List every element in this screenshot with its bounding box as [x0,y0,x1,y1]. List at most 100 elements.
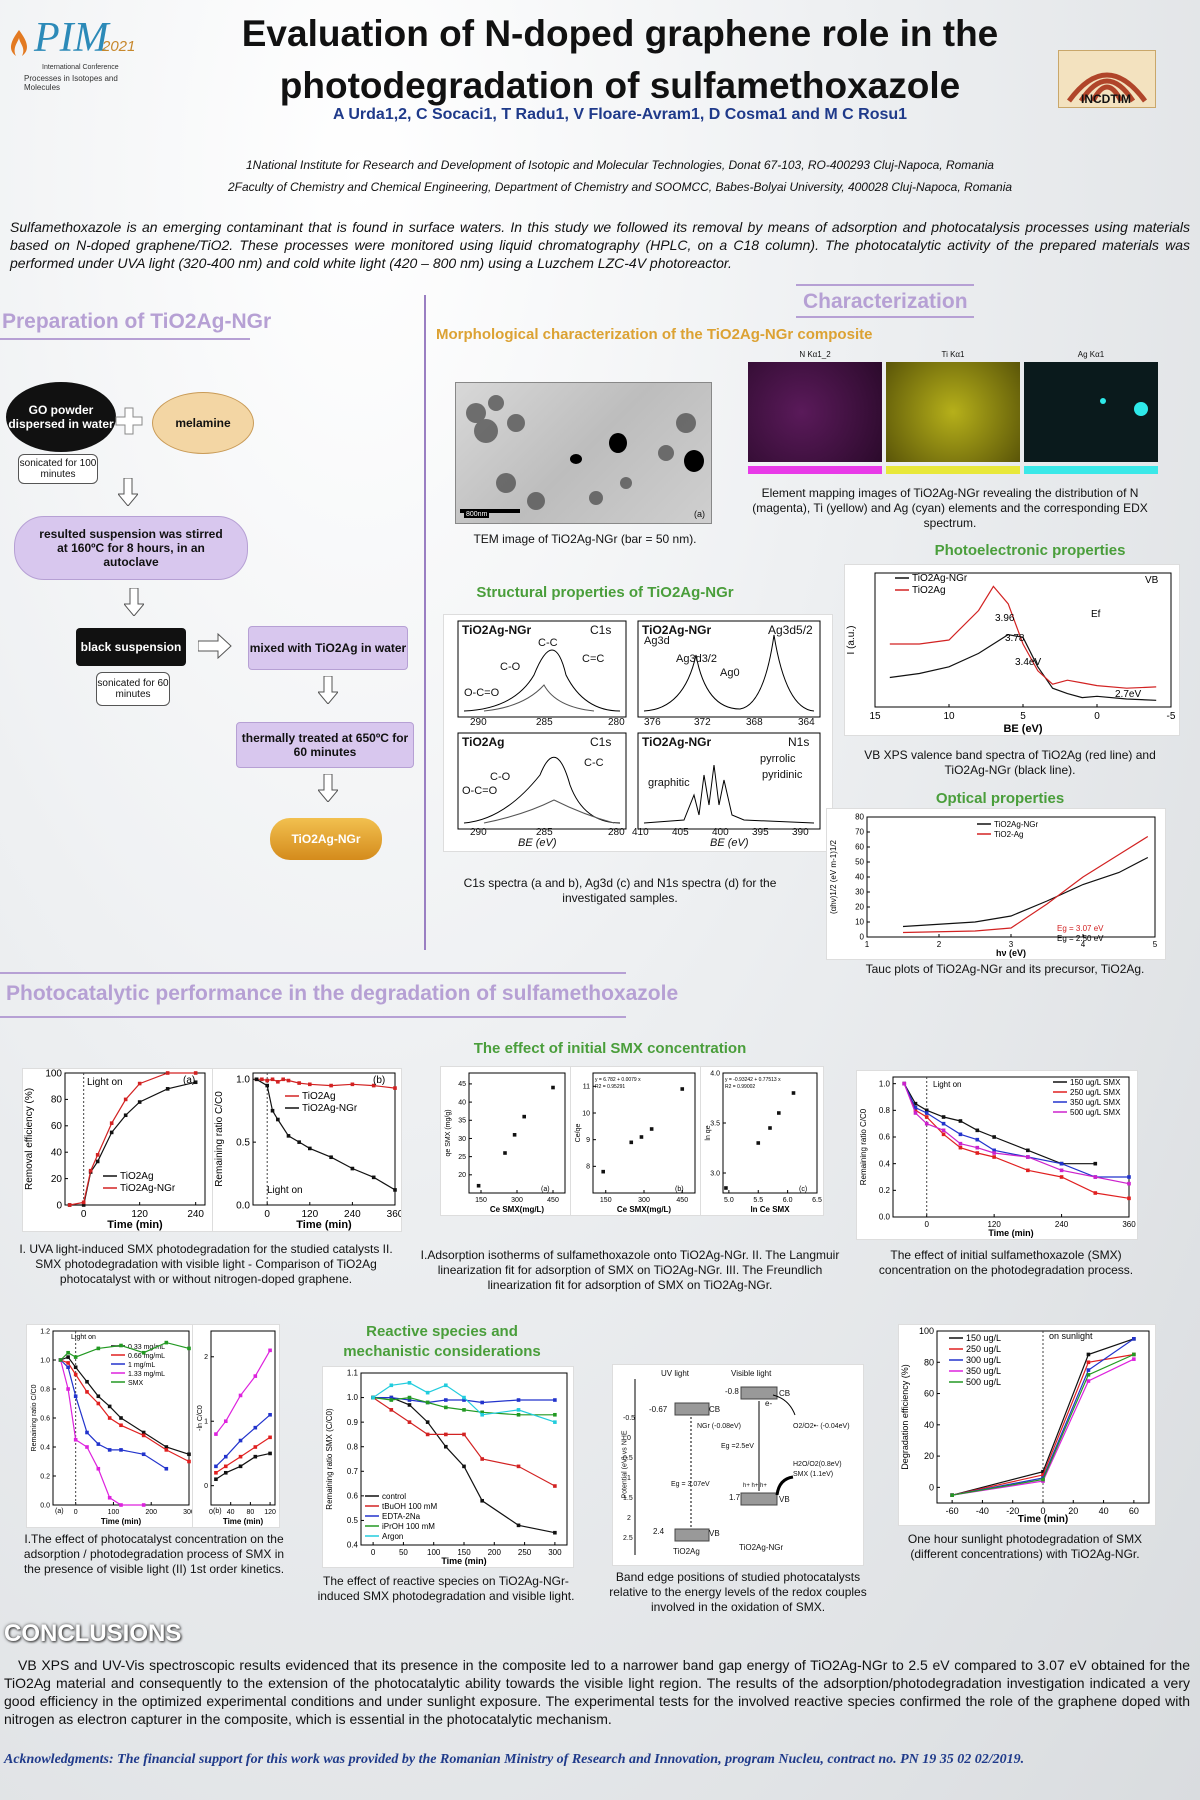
x-tick-label: 0 [264,1209,270,1220]
logo-left-line1: International Conference [42,64,119,71]
series-line [60,1356,190,1455]
data-point [119,1423,123,1428]
data-point [276,1117,280,1122]
structural-heading: Structural properties of TiO2Ag-NGr [476,584,734,601]
series-line [951,1338,1135,1496]
x-axis-label: Ce SMX(mg/L) [617,1205,672,1214]
data-point [265,1078,269,1083]
xps-svg [457,620,821,830]
logo-left-flame-icon [6,28,32,58]
y-tick-label: 0.5 [236,1137,250,1148]
series-line [951,1353,1135,1496]
data-point [941,1128,946,1133]
affiliation-2: 2Faculty of Chemistry and Chemical Engin… [227,180,1013,194]
x-tick-label: 40 [1099,1506,1109,1516]
xps-a-title: TiO2Ag-NGr [462,623,532,637]
data-point [371,1395,375,1400]
plot-frame [722,1072,818,1194]
data-point [137,1100,142,1104]
x-tick-label: 6.0 [783,1197,793,1204]
x-tick-label: 4 [1081,940,1086,949]
data-point [1093,1191,1098,1195]
suspension-stirred-node: resulted suspension was stirred at 160ºC… [14,516,248,580]
band-vb1-val: 2.4 [653,1527,665,1536]
data-point [476,1183,481,1188]
x-tick-label: 120 [987,1220,1001,1229]
data-point [553,1398,557,1402]
xps-a-tick: 290 [470,717,487,728]
y-tick-label: 0.4 [879,1159,891,1168]
data-point [119,1448,123,1452]
y-tick-label: 0 [929,1482,934,1492]
xps-b-title: TiO2Ag [462,735,505,749]
data-point [371,1083,376,1088]
y-tick-label: 0.7 [347,1467,359,1476]
data-point [265,1083,269,1088]
x-tick-label: -20 [1006,1506,1019,1516]
data-point [1086,1379,1091,1383]
legend-label: 500 ug/L [966,1377,1001,1387]
xps-a-label: O-C=O [464,687,500,699]
title-line2: photodegradation of sulfamethoxazole [279,65,961,106]
band-ngr: NGr (-0.08eV) [697,1423,741,1430]
data-point [187,1459,191,1464]
band-ytick: 1.5 [623,1495,633,1502]
y-tick-label: 0.0 [236,1200,250,1211]
chart-kinetics: 0 40 80 120 0 1 2 Time (min) -ln C/C0 (b) [192,1324,280,1528]
conclusions-heading: CONCLUSIONS [4,1620,182,1647]
x-tick-label: 300 [183,1509,193,1516]
series-line [902,835,1149,934]
xps-b-label: C-C [584,757,604,769]
band-cb1: -0.67 [649,1405,668,1414]
affiliation-1: 1National Institute for Research and Dev… [246,158,994,172]
band-smx: SMX (1.1eV) [793,1471,834,1478]
data-point [297,1081,301,1085]
data-point [66,1365,70,1370]
data-point [297,1140,301,1144]
data-point [389,1383,394,1388]
data-point [1127,1196,1131,1201]
y-tick-label: 0 [56,1200,62,1211]
data-point [629,1140,634,1145]
data-point [1132,1337,1136,1341]
xps-b-label: O-C=O [462,785,498,797]
data-point [164,1340,169,1345]
data-point [66,1387,70,1391]
band-holes: h+ h+ h+ [743,1483,767,1489]
data-point [109,1121,114,1125]
data-point [389,1395,394,1400]
data-point [253,1425,258,1430]
x-axis-label: Time (min) [107,1219,163,1231]
data-point [281,1077,285,1082]
x-tick-label: 120 [301,1209,318,1220]
data-point [81,1200,86,1205]
data-point [1093,1175,1098,1179]
band-vb-label-1: VB [709,1529,720,1538]
legend-label: TiO2Ag [120,1171,154,1182]
data-point [393,1086,397,1090]
data-point [308,1082,312,1087]
xps-d-tick: 410 [632,827,649,838]
data-point [444,1444,448,1449]
mixed-node: mixed with TiO2Ag in water [248,626,408,670]
data-point [107,1404,112,1409]
data-point [444,1405,448,1410]
y-axis-label: Degradation efficiency (%) [900,1364,910,1469]
xps-d-tick: 400 [712,827,729,838]
xps-d-tick: 395 [752,827,769,838]
data-point [444,1432,448,1437]
y-tick-label: 9 [586,1137,590,1144]
reactive-heading: Reactive species and mechanistic conside… [343,1323,541,1360]
data-point [516,1412,521,1417]
data-point [141,1503,146,1507]
data-point [924,1111,929,1115]
adsorption-caption: I.Adsorption isotherms of sulfamethoxazo… [420,1248,840,1292]
legend-label: TiO2Ag-NGr [302,1103,358,1114]
data-point [958,1141,963,1146]
y-axis-label: qe SMX (mg/g) [445,1109,452,1156]
panel-tag: (b) [675,1186,684,1193]
y-tick-label: 0.6 [347,1492,359,1501]
data-point [553,1420,557,1424]
x-tick-label: 240 [1055,1220,1069,1229]
y-tick-label: 4.0 [710,1070,720,1077]
